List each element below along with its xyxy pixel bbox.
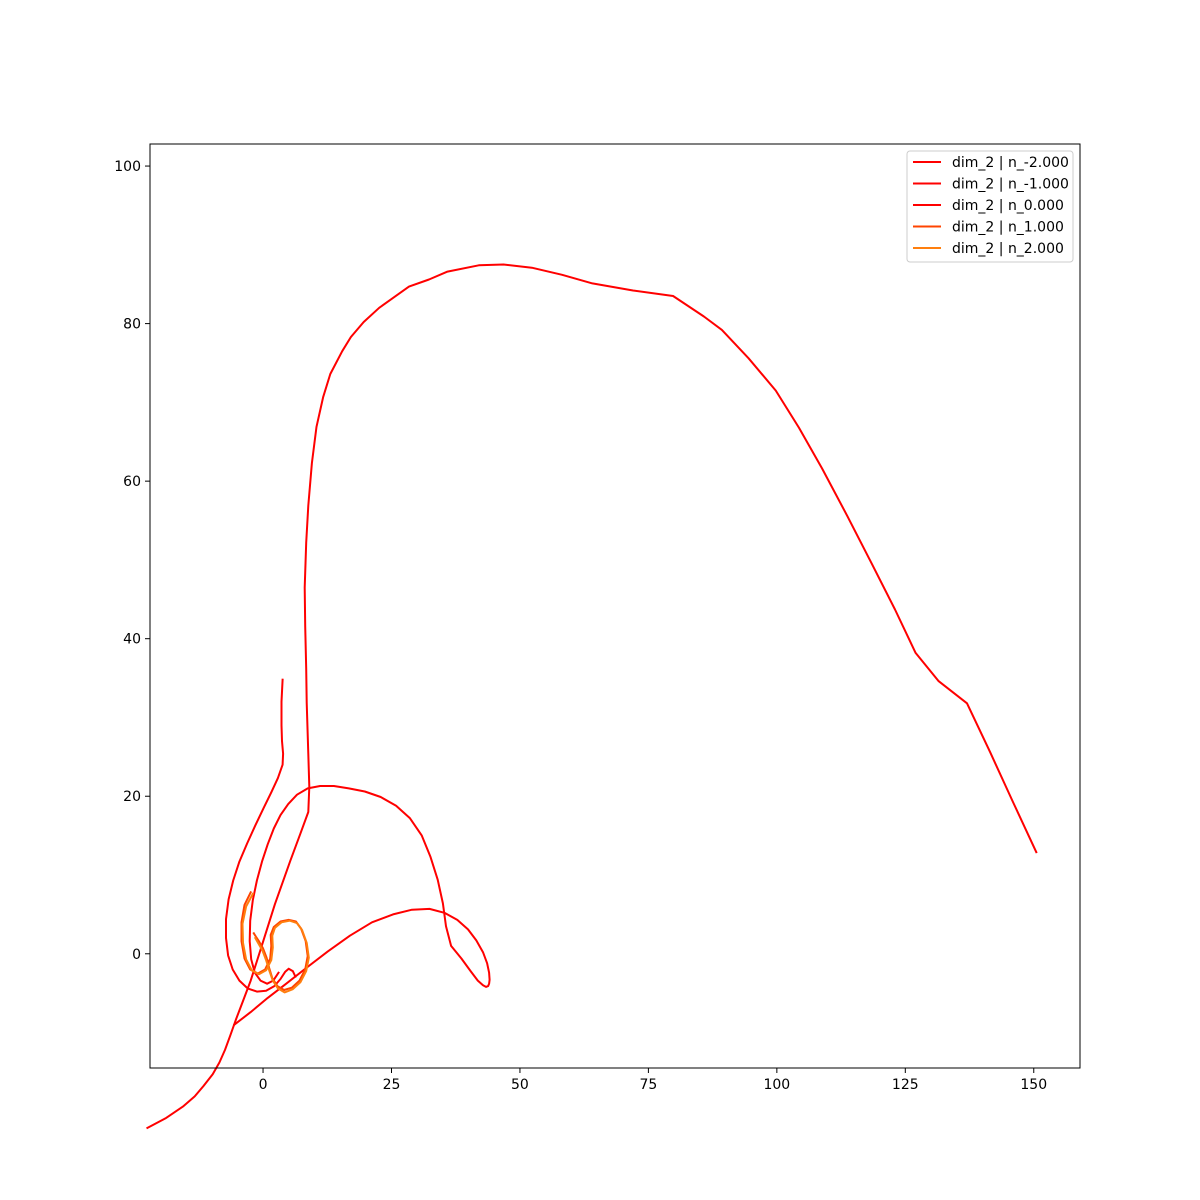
legend-box bbox=[906, 150, 1074, 263]
y-tick-label: 20 bbox=[123, 789, 141, 805]
legend-label: dim_2 | n_-1.000 bbox=[952, 177, 1069, 193]
y-tick-label: 80 bbox=[123, 317, 141, 333]
ticks-layer: 0 25 50 75 100 125 150 0 20 40 60 80 100 bbox=[114, 159, 1047, 1093]
x-tick-label: 50 bbox=[511, 1077, 529, 1093]
plot-frame bbox=[149, 143, 1081, 1069]
x-tick-label: 150 bbox=[1020, 1077, 1047, 1093]
series-line-2 bbox=[232, 785, 491, 1027]
legend-label: dim_2 | n_0.000 bbox=[952, 198, 1064, 214]
series-layer bbox=[146, 263, 1038, 1130]
y-tick-label: 100 bbox=[114, 159, 141, 175]
x-tick-label: 25 bbox=[383, 1077, 401, 1093]
legend-label: dim_2 | n_1.000 bbox=[952, 220, 1064, 236]
series-line-0 bbox=[146, 263, 1038, 1130]
series-line-4 bbox=[241, 892, 310, 994]
y-tick-label: 0 bbox=[132, 947, 141, 963]
y-tick-label: 60 bbox=[123, 474, 141, 490]
legend-items: dim_2 | n_-2.000 dim_2 | n_-1.000 dim_2 | … bbox=[913, 155, 1069, 257]
legend-label: dim_2 | n_2.000 bbox=[952, 241, 1064, 257]
legend: dim_2 | n_-2.000 dim_2 | n_-1.000 dim_2 | … bbox=[906, 150, 1074, 263]
x-tick-label: 75 bbox=[639, 1077, 657, 1093]
series-line-1 bbox=[225, 678, 297, 993]
x-tick-label: 125 bbox=[892, 1077, 919, 1093]
x-tick-label: 100 bbox=[763, 1077, 790, 1093]
legend-label: dim_2 | n_-2.000 bbox=[952, 155, 1069, 171]
x-tick-label: 0 bbox=[259, 1077, 268, 1093]
y-tick-label: 40 bbox=[123, 632, 141, 648]
